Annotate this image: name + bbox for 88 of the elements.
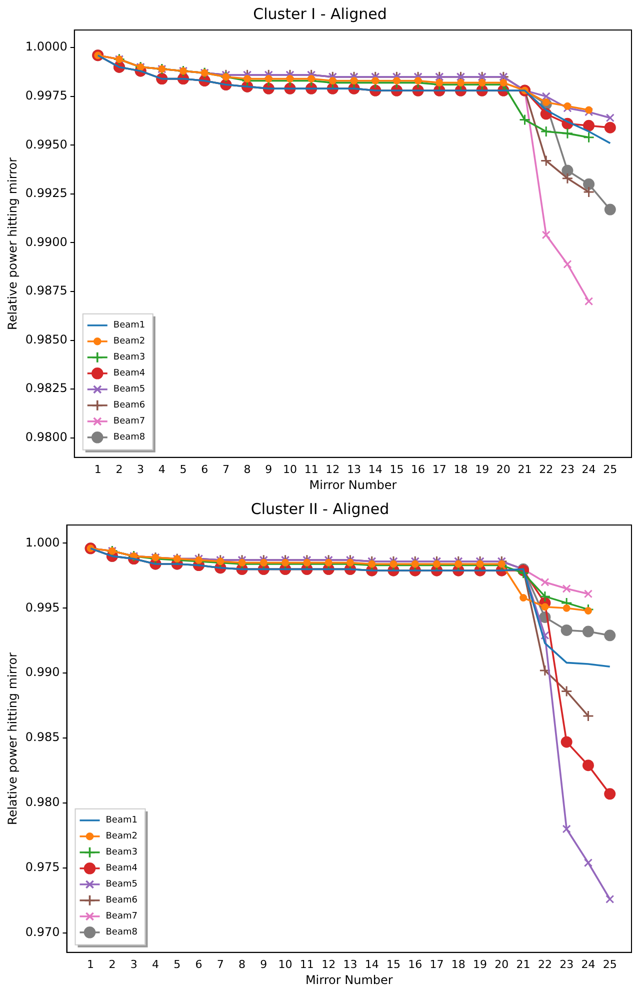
y-tick-label: 0.9975 (25, 88, 68, 102)
legend-label: Beam4 (113, 368, 146, 379)
x-tick-label: 17 (430, 958, 444, 971)
y-tick-label: 0.970 (25, 925, 60, 940)
x-tick-label: 1 (87, 958, 94, 971)
x-tick-label: 17 (432, 462, 446, 476)
y-tick-label: 0.9825 (25, 381, 68, 396)
legend-label: Beam8 (106, 928, 138, 938)
legend-label: Beam6 (113, 400, 146, 411)
y-tick-label: 0.9900 (25, 234, 68, 249)
x-tick-label: 16 (411, 462, 426, 476)
x-tick-label: 25 (602, 958, 617, 971)
x-tick-label: 15 (390, 462, 404, 476)
x-tick-label: 10 (278, 958, 292, 971)
x-tick-label: 21 (518, 462, 532, 476)
y-tick-label: 1.0000 (25, 40, 68, 54)
y-tick-label: 0.9850 (25, 332, 68, 346)
legend-label: Beam1 (113, 320, 146, 331)
x-tick-label: 9 (265, 462, 272, 476)
x-tick-label: 7 (216, 958, 224, 971)
x-tick-label: 23 (560, 958, 574, 971)
x-tick-label: 5 (180, 462, 187, 476)
y-tick-label: 0.9800 (25, 430, 68, 444)
y-tick-label: 1.000 (25, 535, 60, 550)
x-tick-label: 8 (244, 462, 251, 476)
x-tick-label: 18 (454, 462, 468, 476)
x-tick-label: 3 (130, 958, 138, 971)
legend-label: Beam4 (106, 864, 138, 874)
x-tick-label: 20 (494, 958, 509, 971)
x-tick-label: 11 (304, 462, 318, 476)
legend-label: Beam8 (113, 432, 146, 443)
legend-label: Beam5 (113, 384, 146, 395)
x-tick-label: 5 (174, 958, 181, 971)
x-tick-label: 24 (581, 958, 596, 971)
x-tick-label: 19 (475, 462, 490, 476)
x-tick-label: 15 (386, 958, 400, 971)
x-tick-label: 11 (300, 958, 314, 971)
x-tick-label: 24 (582, 462, 596, 476)
x-axis-title: Mirror Number (305, 972, 393, 987)
x-tick-label: 13 (347, 462, 362, 476)
x-tick-label: 13 (343, 958, 358, 971)
x-tick-label: 2 (116, 462, 123, 476)
x-tick-label: 25 (603, 462, 618, 476)
y-tick-label: 0.9950 (25, 137, 68, 152)
x-tick-label: 23 (560, 462, 574, 476)
legend-label: Beam1 (106, 816, 138, 826)
legend-label: Beam6 (106, 896, 138, 906)
legend-label: Beam3 (113, 352, 146, 363)
x-tick-label: 14 (364, 958, 379, 971)
y-tick-label: 0.985 (25, 730, 60, 744)
x-tick-label: 20 (496, 462, 510, 476)
y-tick-label: 0.980 (25, 795, 60, 810)
x-tick-label: 21 (516, 958, 530, 971)
x-tick-label: 12 (326, 462, 340, 476)
x-tick-label: 18 (451, 958, 466, 971)
x-tick-label: 10 (282, 462, 297, 476)
x-tick-label: 4 (152, 958, 159, 971)
x-tick-label: 3 (137, 462, 144, 476)
chart-title: Cluster I - Aligned (253, 4, 387, 23)
y-axis-title: Relative power hitting mirror (5, 157, 20, 330)
legend-label: Beam5 (106, 880, 138, 890)
y-tick-label: 0.9925 (25, 186, 68, 200)
legend-label: Beam7 (106, 912, 138, 922)
chart-title: Cluster II - Aligned (250, 500, 390, 518)
x-tick-label: 8 (238, 958, 246, 971)
x-tick-label: 2 (108, 958, 116, 971)
x-tick-label: 6 (201, 462, 208, 476)
y-tick-label: 0.995 (25, 600, 60, 614)
legend-label: Beam2 (113, 336, 146, 347)
x-tick-label: 7 (222, 462, 230, 476)
y-axis-title: Relative power hitting mirror (5, 652, 20, 825)
legend-label: Beam3 (106, 848, 138, 858)
y-tick-label: 0.975 (25, 860, 60, 874)
x-axis-title: Mirror Number (309, 478, 397, 492)
x-tick-label: 6 (195, 958, 202, 971)
x-tick-label: 22 (539, 462, 554, 476)
x-tick-label: 16 (408, 958, 422, 971)
y-tick-label: 0.990 (25, 665, 60, 680)
x-tick-label: 9 (260, 958, 268, 971)
x-tick-label: 4 (158, 462, 166, 476)
legend-label: Beam2 (106, 832, 138, 842)
x-tick-label: 22 (538, 958, 552, 971)
x-tick-label: 19 (473, 958, 488, 971)
x-tick-label: 1 (94, 462, 102, 476)
x-tick-label: 14 (368, 462, 382, 476)
legend-label: Beam7 (113, 416, 146, 427)
x-tick-label: 12 (322, 958, 336, 971)
y-tick-label: 0.9875 (25, 284, 68, 298)
